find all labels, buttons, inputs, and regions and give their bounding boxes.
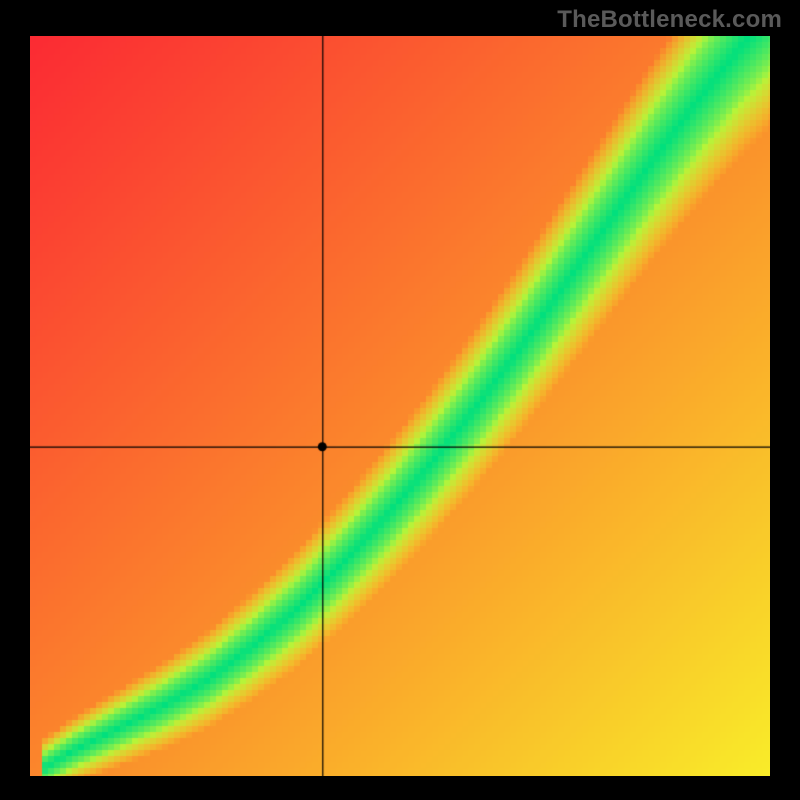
heatmap-plot: [30, 36, 770, 776]
watermark-text: TheBottleneck.com: [557, 6, 782, 34]
heatmap-canvas: [30, 36, 770, 776]
